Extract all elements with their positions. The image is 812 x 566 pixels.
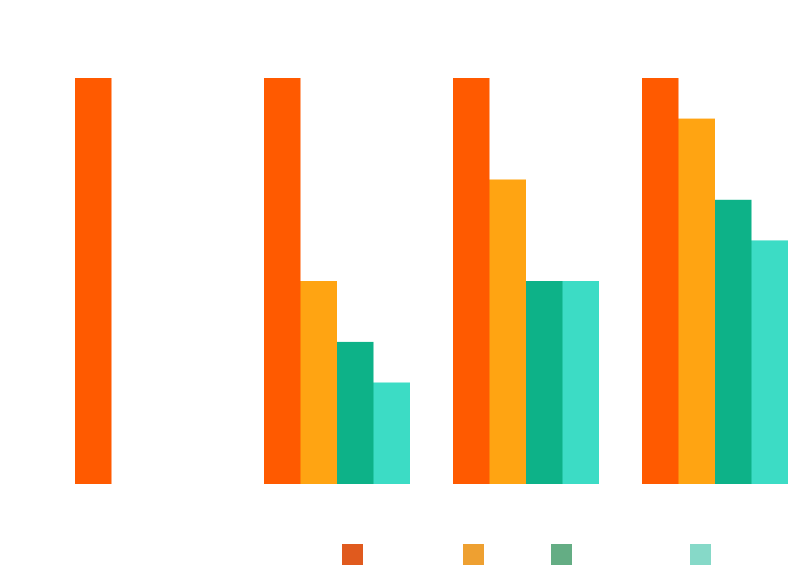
bar-group4-series3 [715, 199, 752, 485]
bar-group3-series3 [526, 281, 563, 484]
bar-group2-series2 [300, 281, 337, 484]
legend-swatch-series2 [463, 544, 484, 565]
legend-swatch-series1 [342, 544, 363, 565]
bar-group3-series4 [562, 281, 599, 484]
bar-group4-series4 [751, 240, 788, 484]
bar-group4-series1 [642, 78, 679, 484]
bar-group2-series1 [264, 78, 301, 484]
legend [342, 544, 711, 565]
bar-group4-series2 [678, 118, 715, 484]
bar-group3-series1 [453, 78, 490, 484]
bar-group3-series2 [489, 179, 526, 484]
bars-layer [75, 78, 788, 485]
legend-swatch-series4 [690, 544, 711, 565]
bar-group2-series4 [373, 382, 410, 484]
bar-group2-series3 [337, 341, 374, 484]
bar-group1-series1 [75, 78, 112, 484]
legend-swatch-series3 [551, 544, 572, 565]
